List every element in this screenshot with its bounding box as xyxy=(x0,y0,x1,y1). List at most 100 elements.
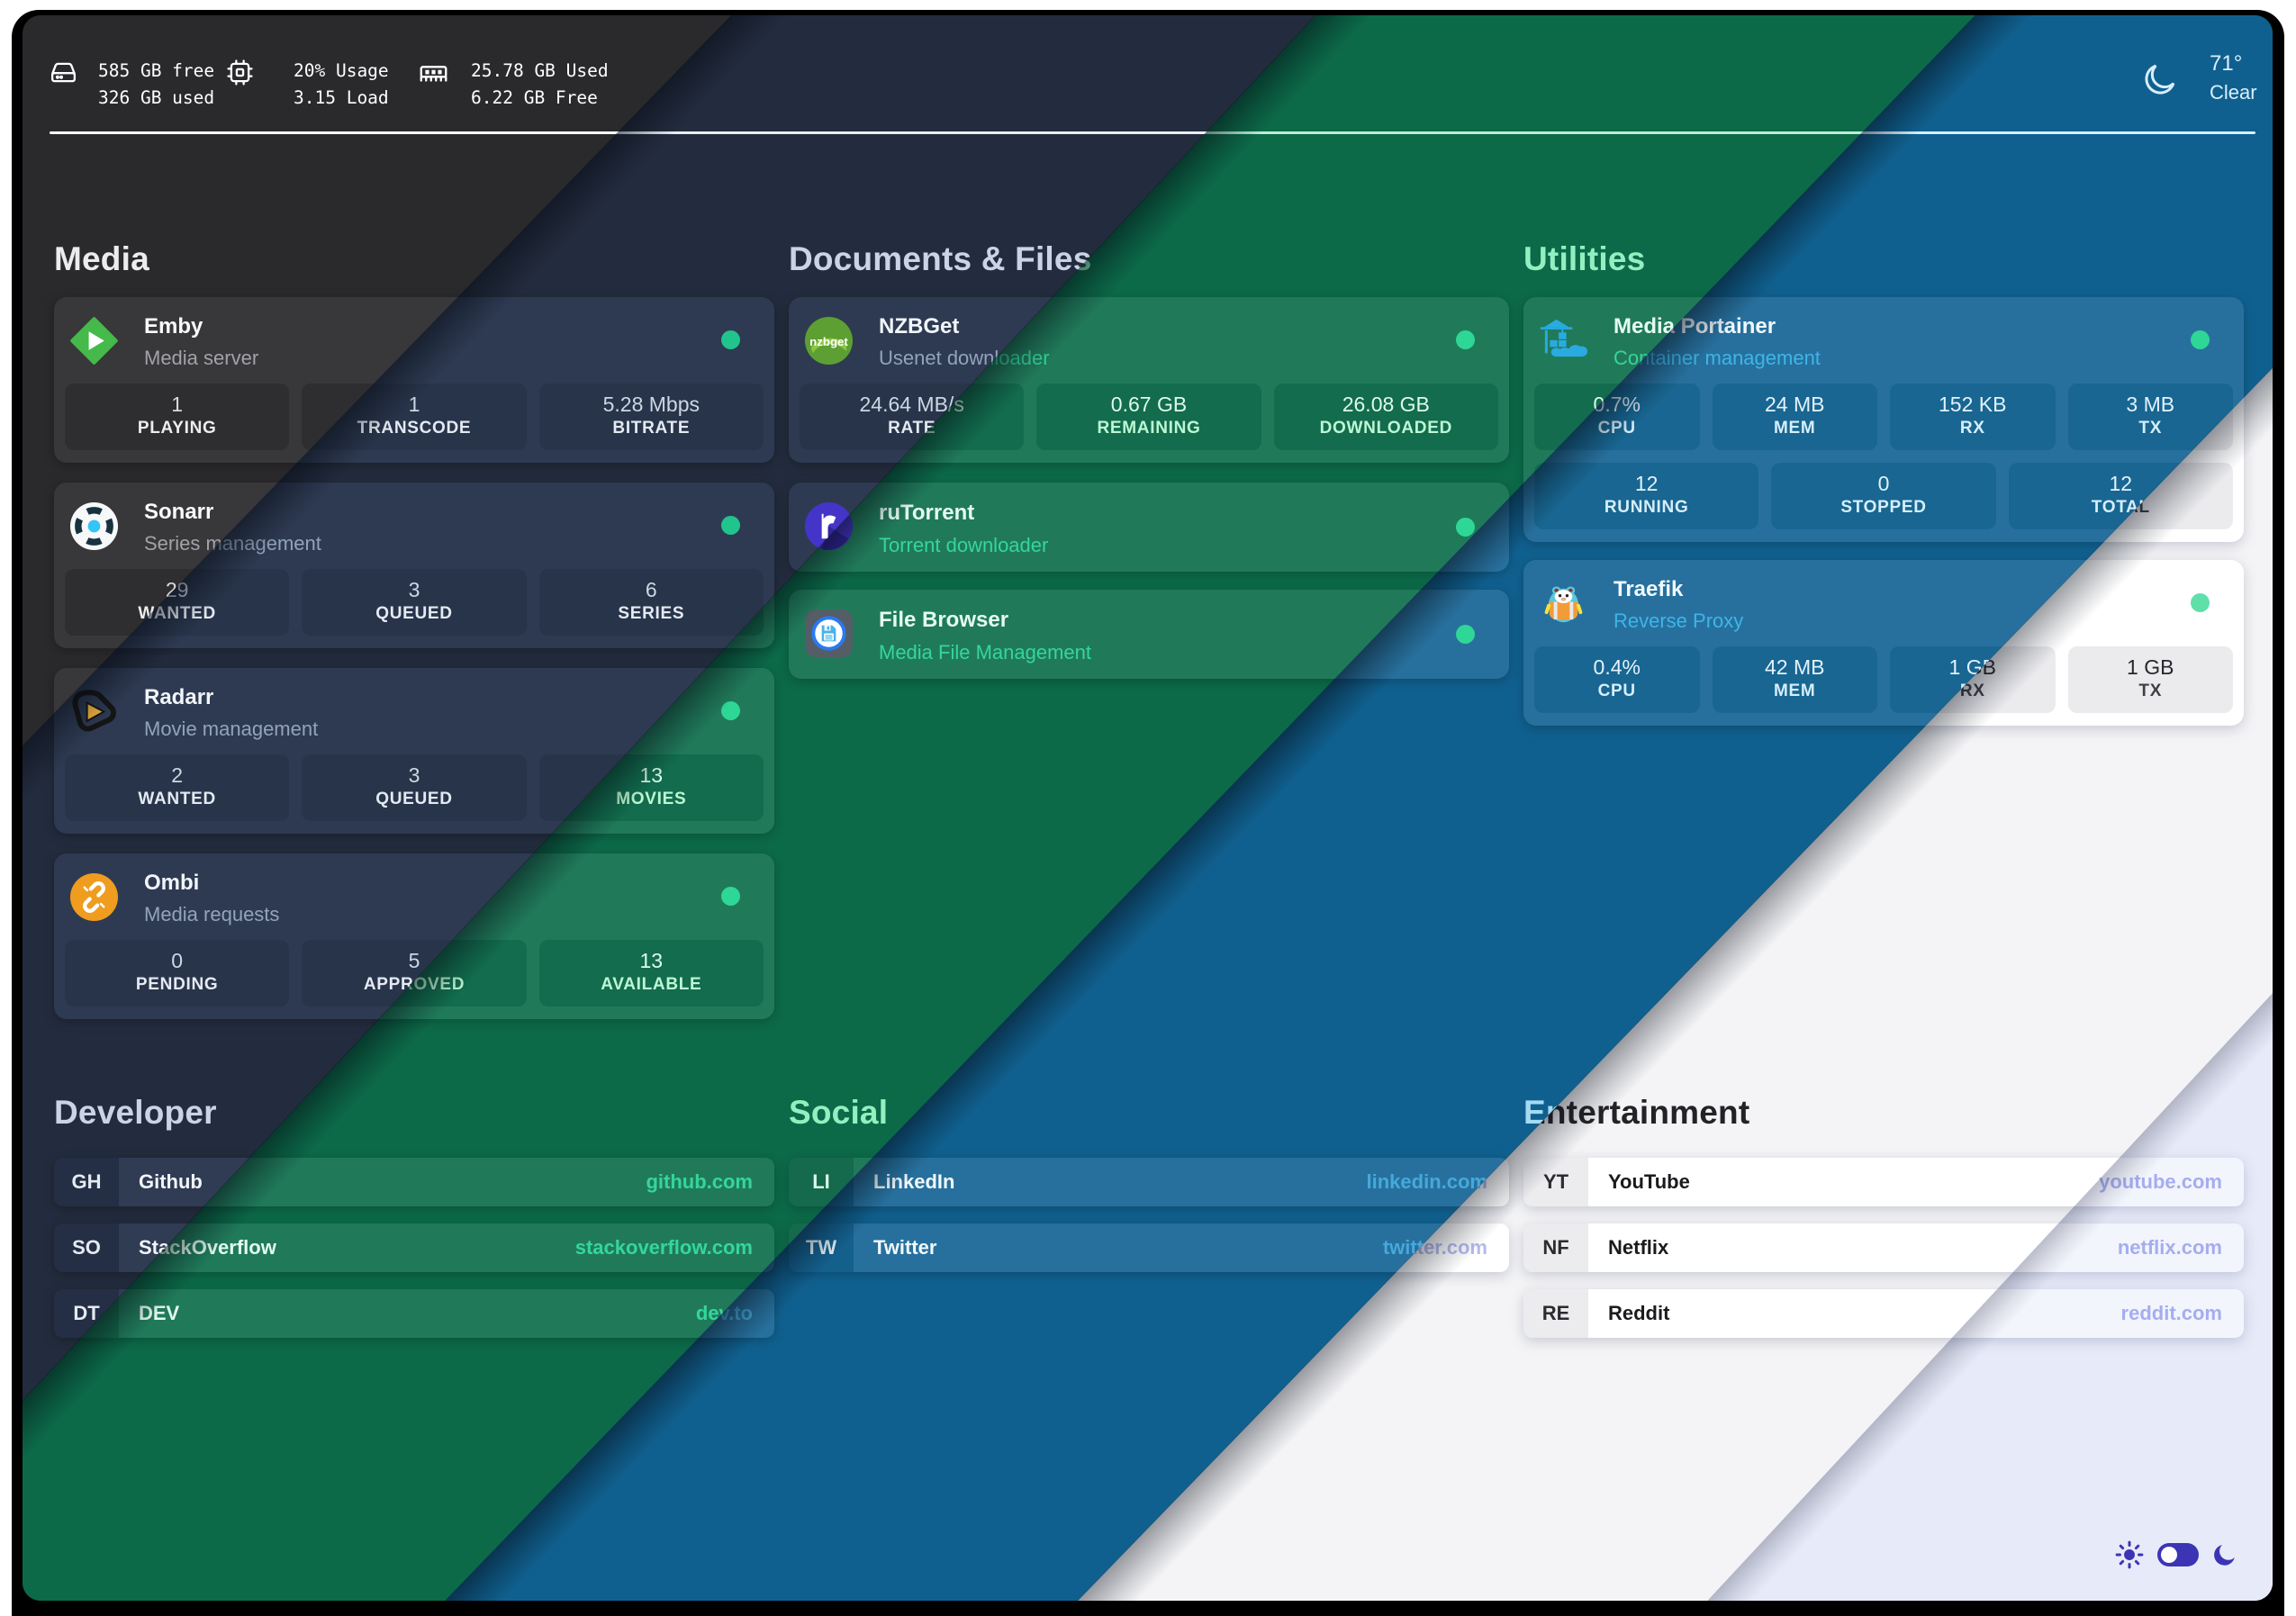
bookmark-name: LinkedIn xyxy=(873,1170,955,1193)
service-title: Emby xyxy=(144,314,203,339)
stat-value: 26.08 GB xyxy=(1342,393,1430,416)
stat-box: 0 PENDING xyxy=(65,940,290,1007)
memory-free: 6.22 GB Free xyxy=(471,87,598,108)
service-title: Radarr xyxy=(144,685,214,709)
stat-box: 26.08 GB DOWNLOADED xyxy=(1273,384,1498,450)
service-subtitle: Media server xyxy=(144,347,259,369)
memory-stats: 25.78 GB Used 6.22 GB Free xyxy=(418,58,609,112)
section-entertainment: Entertainment YT YouTube youtube.com NF … xyxy=(1523,1094,2244,1338)
status-dot xyxy=(1456,518,1475,537)
service-subtitle: Media requests xyxy=(144,903,280,925)
stat-box: 12 RUNNING xyxy=(1534,463,1759,529)
light-mode-icon[interactable] xyxy=(2114,1539,2145,1570)
stat-box: 3 QUEUED xyxy=(302,754,527,821)
stat-value: 6 xyxy=(645,578,657,601)
cpu-load: 3.15 Load xyxy=(294,87,389,108)
stat-label: SERIES xyxy=(618,604,685,623)
stat-value: 0.4% xyxy=(1593,655,1641,679)
portainer-icon xyxy=(1540,319,1588,357)
service-title: Ombi xyxy=(144,871,200,895)
stat-value: 152 KB xyxy=(1939,393,2007,416)
memory-icon xyxy=(420,66,447,82)
section-entertainment-title: Entertainment xyxy=(1523,1094,1750,1131)
stat-value: 5.28 Mbps xyxy=(602,393,701,416)
bookmark-twitter[interactable]: TW Twitter twitter.com xyxy=(789,1223,1509,1272)
theme-toggles xyxy=(2114,1539,2238,1570)
status-dot xyxy=(2191,330,2210,349)
status-dot xyxy=(1456,330,1475,349)
stat-label: STOPPED xyxy=(1840,498,1927,517)
service-title: NZBGet xyxy=(879,314,960,339)
stat-box: 1 GB TX xyxy=(2067,646,2233,713)
service-subtitle: Torrent downloader xyxy=(879,534,1049,556)
stat-label: MEM xyxy=(1774,682,1816,700)
stat-label: CPU xyxy=(1597,682,1636,700)
bookmark-name: DEV xyxy=(139,1302,180,1324)
cpu-stats: 20% Usage 3.15 Load xyxy=(225,58,389,112)
cpu-usage: 20% Usage xyxy=(294,60,389,81)
traefik-icon xyxy=(1544,586,1583,623)
stat-box: 2 WANTED xyxy=(65,754,290,821)
bookmark-name: YouTube xyxy=(1608,1170,1690,1193)
stat-box: 0.67 GB REMAINING xyxy=(1036,384,1261,450)
service-title: File Browser xyxy=(879,608,1009,632)
stat-value: 0 xyxy=(171,949,184,972)
bookmark-dev[interactable]: DT DEV dev.to xyxy=(54,1289,774,1338)
stat-label: MEM xyxy=(1774,419,1816,438)
weather-moon-icon xyxy=(2145,64,2175,95)
stat-box: 0.4% CPU xyxy=(1534,646,1700,713)
status-dot xyxy=(1456,625,1475,644)
cpu-icon xyxy=(227,59,253,86)
stat-box: 24 MB MEM xyxy=(1712,384,1877,450)
stat-label: PLAYING xyxy=(137,419,217,438)
bookmark-url: stackoverflow.com xyxy=(574,1236,753,1259)
stat-value: 12 xyxy=(1634,472,1659,495)
service-subtitle: Movie management xyxy=(144,718,319,740)
nzbget-icon: nzbget xyxy=(804,316,854,366)
bookmark-abbr: GH xyxy=(54,1158,119,1206)
stat-value: 1 xyxy=(171,393,184,416)
stat-value: 13 xyxy=(639,949,664,972)
bookmark-url: netflix.com xyxy=(2117,1236,2222,1259)
bookmark-name: Reddit xyxy=(1608,1302,1670,1324)
status-dot xyxy=(2191,593,2210,612)
stat-box: 13 AVAILABLE xyxy=(538,940,764,1007)
dashboard-viewport: 585 GB free 326 GB used 20% Usage 3.15 L… xyxy=(23,15,2273,1601)
weather-temperature: 71° xyxy=(2210,51,2243,76)
disk-free: 585 GB free xyxy=(98,60,215,81)
bookmark-abbr: NF xyxy=(1523,1223,1588,1272)
stat-value: 42 MB xyxy=(1765,655,1825,679)
weather-widget[interactable]: 71° Clear xyxy=(2139,47,2257,105)
stat-value: 3 MB xyxy=(2126,393,2175,416)
bookmark-linkedin[interactable]: LI LinkedIn linkedin.com xyxy=(789,1158,1509,1206)
stat-value: 0.67 GB xyxy=(1110,393,1188,416)
stat-label: RX xyxy=(1959,419,1985,438)
bookmark-abbr: RE xyxy=(1523,1289,1588,1338)
stat-label: REMAINING xyxy=(1097,419,1201,438)
status-dot xyxy=(721,887,740,906)
stat-label: RUNNING xyxy=(1604,498,1689,517)
bookmark-url: reddit.com xyxy=(2120,1302,2222,1324)
stat-box: 1 PLAYING xyxy=(65,384,290,450)
service-subtitle: Reverse Proxy xyxy=(1614,609,1744,632)
bookmark-url: github.com xyxy=(646,1170,753,1193)
bookmark-name: Netflix xyxy=(1608,1236,1669,1259)
theme-toggle-switch[interactable] xyxy=(2157,1543,2199,1566)
stat-value: 2 xyxy=(171,763,184,787)
stat-label: AVAILABLE xyxy=(601,975,702,994)
bookmark-name: Twitter xyxy=(873,1236,937,1259)
radarr-icon xyxy=(72,690,116,732)
bookmark-name: Github xyxy=(139,1170,203,1193)
status-dot xyxy=(721,516,740,535)
emby-icon xyxy=(70,317,118,365)
disk-icon xyxy=(50,62,77,83)
bookmark-abbr: SO xyxy=(54,1223,119,1272)
dark-mode-icon[interactable] xyxy=(2211,1541,2238,1568)
stat-label: QUEUED xyxy=(375,604,453,623)
service-title: Traefik xyxy=(1614,577,1684,601)
stat-box: 0 STOPPED xyxy=(1771,463,1996,529)
memory-used: 25.78 GB Used xyxy=(471,60,609,81)
service-card-rutorrent[interactable]: ruTorrent Torrent downloader xyxy=(789,483,1509,572)
stat-value: 3 xyxy=(408,578,420,601)
svg-text:nzbget: nzbget xyxy=(809,335,848,348)
